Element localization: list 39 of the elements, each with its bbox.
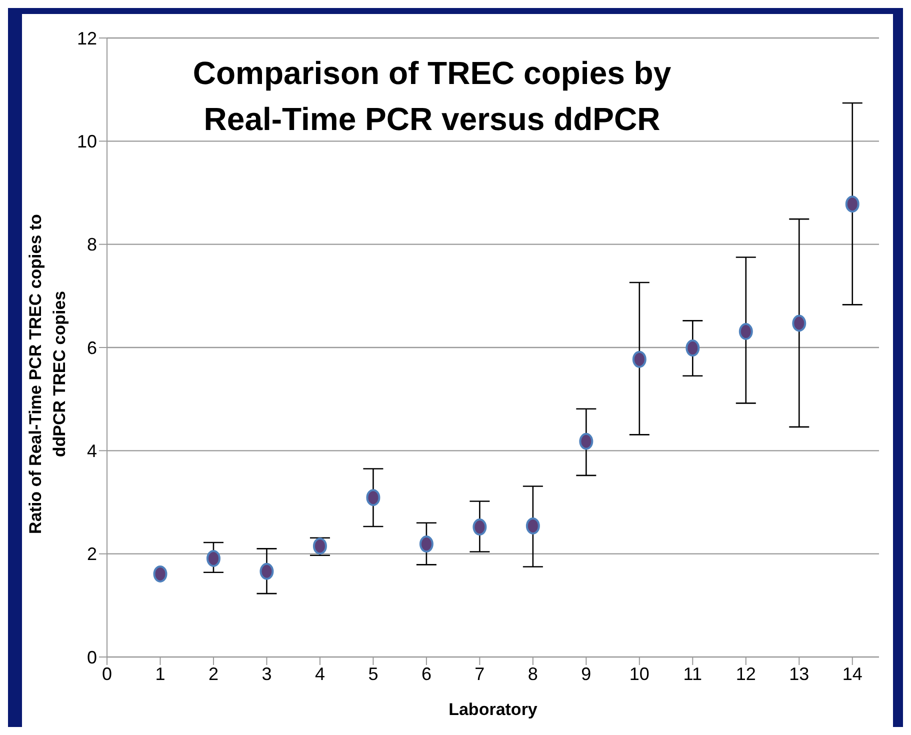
x-tick-label: 9 xyxy=(581,664,592,684)
point xyxy=(260,562,274,580)
point xyxy=(792,314,806,332)
y-tick-label: 4 xyxy=(86,441,97,462)
x-tick-label: 1 xyxy=(155,664,166,684)
y-tick-label: 8 xyxy=(86,234,97,255)
point xyxy=(579,432,594,450)
x-tick-label: 11 xyxy=(683,664,702,684)
x-tick-label: 12 xyxy=(736,664,756,684)
point xyxy=(419,536,434,553)
x-tick-label: 14 xyxy=(842,664,862,684)
x-tick-label: 3 xyxy=(262,664,272,684)
y-tick-label: 0 xyxy=(86,647,97,668)
y-tick-label: 12 xyxy=(76,28,97,48)
x-tick-label: 0 xyxy=(102,664,112,684)
y-tick-label: 2 xyxy=(86,544,97,564)
point xyxy=(206,550,220,567)
y-tick-label: 6 xyxy=(86,338,97,358)
point xyxy=(366,489,380,506)
x-tick-label: 7 xyxy=(474,664,485,684)
x-tick-label: 6 xyxy=(421,664,432,684)
x-tick-label: 2 xyxy=(208,664,218,684)
point xyxy=(632,350,646,368)
x-tick-label: 13 xyxy=(789,664,810,684)
x-axis-title: Laboratory xyxy=(448,700,538,719)
point xyxy=(153,565,168,582)
y-axis-title: Ratio of Real-Time PCR TREC copies to ddPCR TREC copies xyxy=(25,213,70,536)
point xyxy=(472,518,487,536)
point xyxy=(526,517,540,534)
point xyxy=(686,340,700,357)
text: Comparison of TREC copies by Real-Time PCR versus ddPCR xyxy=(192,54,672,139)
x-tick-label: 5 xyxy=(368,664,378,684)
point xyxy=(738,323,753,340)
point xyxy=(312,538,327,555)
x-tick-label: 8 xyxy=(528,664,538,684)
point xyxy=(845,196,860,213)
y-tick-label: 10 xyxy=(76,132,97,152)
x-tick-label: 10 xyxy=(629,664,650,684)
x-tick-label: 4 xyxy=(314,664,325,684)
